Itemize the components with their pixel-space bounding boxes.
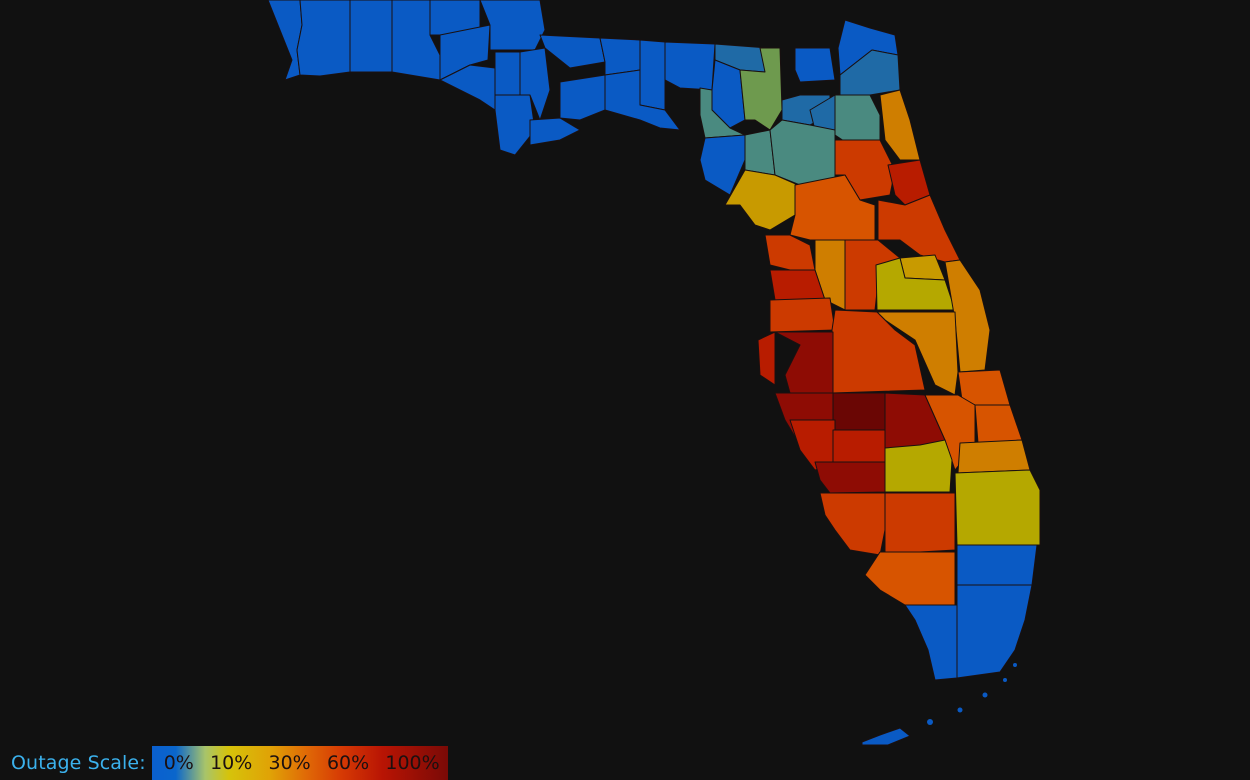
county-martin[interactable]: Martin bbox=[957, 439, 1031, 474]
county-columbia[interactable]: Columbia bbox=[739, 47, 783, 131]
legend-title: Outage Scale: bbox=[11, 752, 146, 774]
county-layer: EscambiaSanta RosaOkaloosaWaltonHolmesWa… bbox=[267, 0, 1041, 746]
county-glades[interactable]: Glades bbox=[884, 439, 953, 493]
county-lee[interactable]: Lee bbox=[819, 492, 886, 556]
county-hendry[interactable]: Hendry bbox=[884, 492, 956, 553]
county-pinellas[interactable]: Pinellas bbox=[757, 331, 776, 386]
florida-keys-islands bbox=[927, 663, 1017, 725]
county-gulf[interactable]: Gulf bbox=[494, 94, 536, 156]
county-gadsden[interactable]: Gadsden bbox=[539, 34, 606, 69]
county-monroe-mainland[interactable]: Monroe Mainland bbox=[904, 604, 958, 681]
county-florida-keys[interactable]: Florida Keys bbox=[861, 727, 911, 746]
county-calhoun[interactable]: Calhoun bbox=[494, 51, 521, 96]
key-island bbox=[957, 707, 963, 713]
key-island bbox=[927, 719, 933, 725]
county-madison[interactable]: Madison bbox=[664, 41, 716, 91]
legend-tick-100: 100% bbox=[385, 752, 440, 774]
county-franklin[interactable]: Franklin bbox=[529, 117, 581, 146]
county-charlotte[interactable]: Charlotte bbox=[814, 461, 886, 494]
county-hardee[interactable]: Hardee bbox=[832, 392, 886, 431]
county-hernando[interactable]: Hernando bbox=[769, 269, 826, 301]
key-island bbox=[1013, 663, 1017, 667]
county-okaloosa[interactable]: Okaloosa bbox=[349, 0, 393, 73]
key-island bbox=[1003, 678, 1007, 682]
county-clay[interactable]: Clay bbox=[834, 94, 881, 146]
county-palm-beach[interactable]: Palm Beach bbox=[954, 469, 1041, 546]
county-putnam[interactable]: Putnam bbox=[834, 139, 896, 201]
county-wakulla[interactable]: Wakulla bbox=[559, 74, 606, 121]
county-citrus[interactable]: Citrus bbox=[764, 234, 816, 271]
county-pasco[interactable]: Pasco bbox=[769, 297, 836, 333]
county-miami-dade[interactable]: Miami-Dade bbox=[956, 584, 1033, 679]
county-leon[interactable]: Leon bbox=[599, 37, 641, 76]
county-jackson[interactable]: Jackson bbox=[479, 0, 546, 51]
county-broward[interactable]: Broward bbox=[956, 544, 1038, 586]
county-escambia[interactable]: Escambia bbox=[267, 0, 303, 81]
county-st-johns[interactable]: St Johns bbox=[879, 89, 921, 161]
county-st-lucie[interactable]: St Lucie bbox=[974, 404, 1023, 444]
key-island bbox=[982, 692, 988, 698]
county-jefferson[interactable]: Jefferson bbox=[639, 39, 666, 111]
legend-tick-0: 0% bbox=[163, 752, 194, 774]
county-osceola[interactable]: Osceola bbox=[876, 311, 959, 396]
legend-tick-10: 10% bbox=[210, 752, 253, 774]
county-orange[interactable]: Orange bbox=[875, 257, 956, 311]
county-baker[interactable]: Baker bbox=[794, 47, 836, 83]
county-levy[interactable]: Levy bbox=[724, 169, 799, 231]
legend-tick-60: 60% bbox=[326, 752, 370, 774]
county-collier[interactable]: Collier bbox=[864, 551, 956, 606]
outage-scale-legend: Outage Scale: 0% 10% 30% 60% 100% bbox=[0, 746, 448, 780]
county-santa-rosa[interactable]: Santa Rosa bbox=[296, 0, 351, 77]
county-lafayette[interactable]: Lafayette bbox=[699, 87, 746, 139]
county-alachua[interactable]: Alachua bbox=[769, 119, 836, 186]
county-desoto[interactable]: DeSoto bbox=[832, 429, 886, 463]
legend-gradient-bar: 0% 10% 30% 60% 100% bbox=[151, 746, 448, 780]
county-taylor[interactable]: Taylor bbox=[604, 69, 681, 131]
legend-tick-30: 30% bbox=[268, 752, 311, 774]
county-hillsborough[interactable]: Hillsborough bbox=[774, 331, 834, 394]
